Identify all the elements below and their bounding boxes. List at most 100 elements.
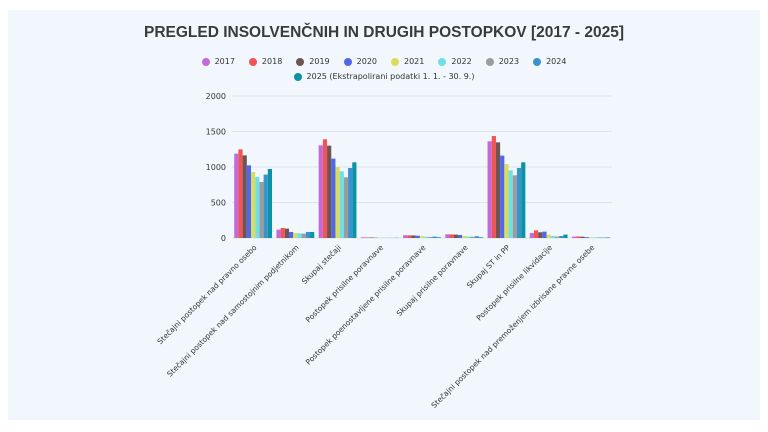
bar <box>546 234 551 238</box>
x-tick-label: Skupaj prisilne poravnave <box>395 243 470 318</box>
bar <box>251 171 256 238</box>
bar <box>512 175 517 238</box>
bar <box>559 236 564 238</box>
legend-label: 2025 (Ekstrapolirani podatki 1. 1. - 30.… <box>306 72 475 81</box>
legend-item[interactable]: 2020 <box>343 57 377 66</box>
bar <box>487 141 492 238</box>
bar <box>597 237 602 238</box>
bar <box>495 142 501 238</box>
bar <box>352 162 357 238</box>
bar <box>563 234 568 238</box>
legend-marker <box>293 72 302 81</box>
bar <box>428 236 433 238</box>
bar <box>327 145 332 238</box>
legend-item[interactable]: 2025 (Ekstrapolirani podatki 1. 1. - 30.… <box>293 72 475 81</box>
legend-label: 2021 <box>404 57 425 66</box>
bar <box>255 176 260 238</box>
bar <box>365 237 370 238</box>
bar <box>533 230 539 238</box>
bar-chart: 0 500 1000 1500 2000 Stečajni postopek nad pr… <box>155 92 612 410</box>
bar <box>529 233 534 238</box>
legend-item[interactable]: 2021 <box>391 57 424 66</box>
x-tick-label: Postopek prisilne likvidacije <box>475 243 555 323</box>
bar <box>403 235 408 238</box>
bar <box>335 167 340 238</box>
bar <box>263 174 268 238</box>
x-tick-label: Postopek prisilne poravnave <box>304 243 386 325</box>
bar <box>550 236 555 238</box>
legend-label: 2019 <box>309 57 330 66</box>
bar <box>504 164 509 238</box>
y-tick-label: 2000 <box>206 92 226 101</box>
legend-marker <box>296 57 305 66</box>
y-tick-label: 0 <box>221 234 226 243</box>
legend-marker <box>391 57 399 66</box>
y-tick-label: 500 <box>211 199 226 208</box>
bar <box>474 236 479 238</box>
legend-marker <box>485 57 494 66</box>
bar <box>360 237 366 238</box>
bar <box>508 170 513 238</box>
chart-card: PREGLED INSOLVENČNIH IN DRUGIH POSTOPKOV… <box>8 10 760 420</box>
bar <box>445 234 450 238</box>
bar <box>436 237 441 238</box>
bar <box>576 236 581 238</box>
bar <box>238 149 243 238</box>
bar <box>432 236 437 238</box>
bar <box>605 237 610 238</box>
legend-label: 2017 <box>214 57 235 66</box>
legend-item[interactable]: 2019 <box>296 57 330 66</box>
bar <box>542 231 547 238</box>
legend-label: 2020 <box>356 57 377 66</box>
bar <box>592 237 598 238</box>
bar <box>478 237 484 238</box>
bar <box>301 233 306 238</box>
bar <box>521 162 526 238</box>
bar <box>419 236 425 238</box>
bar <box>407 235 412 238</box>
bar <box>242 155 247 238</box>
bar <box>466 236 471 238</box>
bar <box>284 228 290 238</box>
legend-marker <box>438 57 447 66</box>
bar <box>453 234 458 238</box>
x-tick-label: Skupaj stečaji <box>300 243 343 286</box>
bar <box>234 153 239 238</box>
legend-label: 2024 <box>546 57 567 66</box>
bar <box>339 171 344 238</box>
legend-marker <box>248 57 257 66</box>
x-tick-label: Skupaj ST in PP <box>465 243 512 290</box>
legend-item[interactable]: 2022 <box>438 57 472 66</box>
legend-item[interactable]: 2023 <box>485 57 519 66</box>
bar <box>516 167 522 238</box>
bar <box>267 168 273 238</box>
x-tick-label: Stečajni postopek nad premoženjem izbris… <box>429 243 596 410</box>
legend-item[interactable]: 2018 <box>248 57 283 66</box>
legend-marker <box>533 57 542 66</box>
bar <box>280 227 285 238</box>
bar <box>343 177 349 238</box>
legend-marker <box>343 57 352 66</box>
bar <box>415 235 420 238</box>
bar <box>310 231 315 238</box>
bar <box>457 235 463 238</box>
legend-item[interactable]: 2017 <box>201 57 235 66</box>
bar <box>584 237 589 238</box>
bar <box>500 155 505 238</box>
bar <box>554 236 560 238</box>
chart-title: PREGLED INSOLVENČNIH IN DRUGIH POSTOPKOV… <box>143 24 625 41</box>
bar <box>348 167 353 238</box>
bar <box>259 181 264 238</box>
bar <box>293 233 298 238</box>
bar <box>538 232 543 238</box>
bar <box>470 236 475 238</box>
y-tick-label: 1500 <box>206 128 226 137</box>
bar <box>571 236 577 238</box>
legend-label: 2018 <box>261 57 283 66</box>
bar <box>297 233 302 238</box>
bar <box>246 165 252 238</box>
bar <box>449 234 454 238</box>
legend-item[interactable]: 2024 <box>533 57 566 66</box>
bar <box>318 145 323 238</box>
bar <box>305 231 311 238</box>
